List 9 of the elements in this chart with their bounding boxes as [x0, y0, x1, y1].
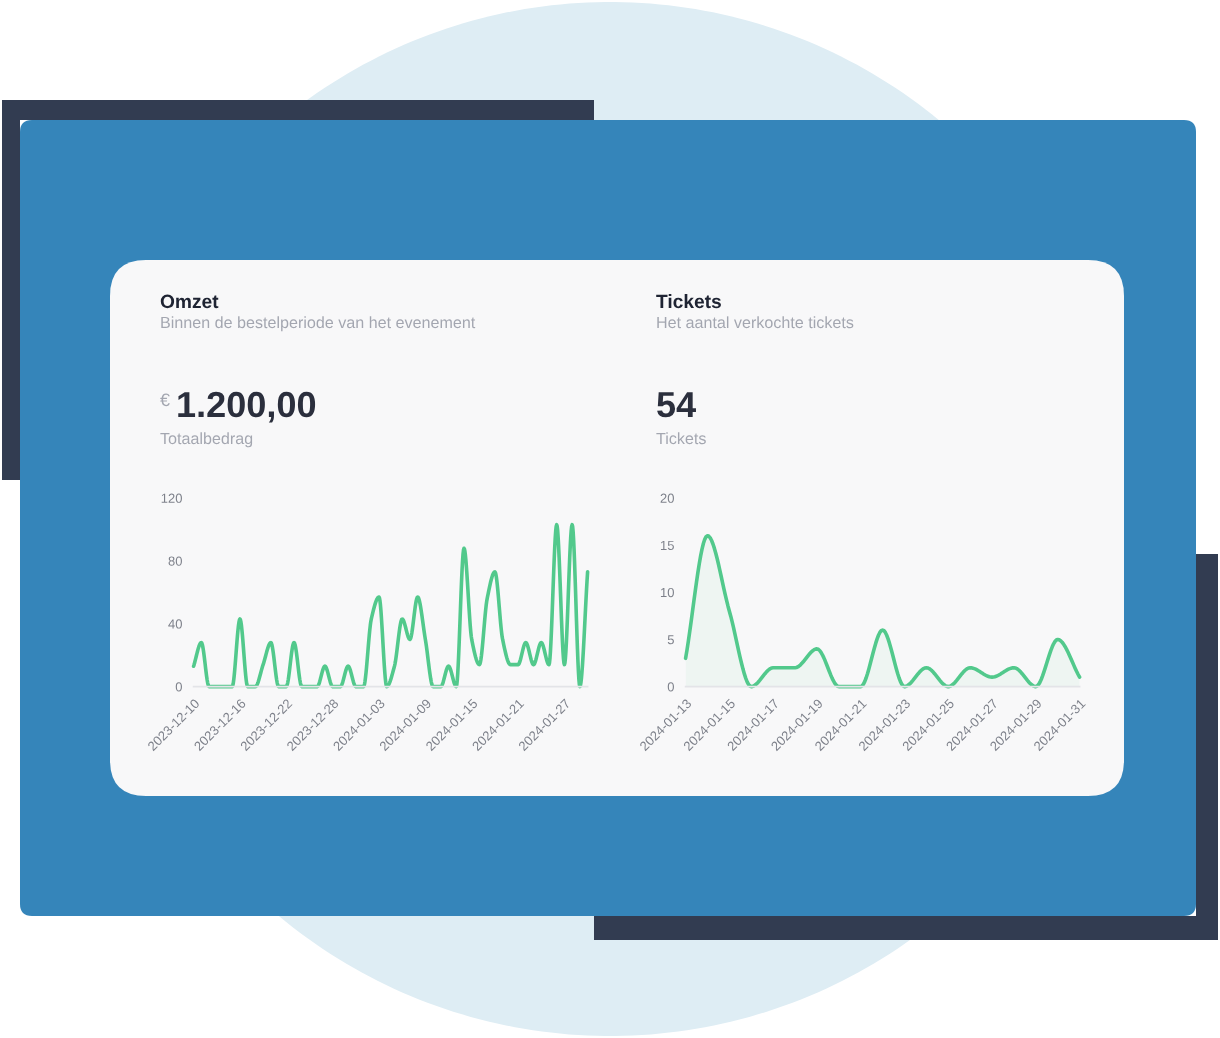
text: 1.200,00 [178, 391, 316, 423]
chart-title: Omzet [160, 294, 219, 309]
text: Tickets [656, 432, 706, 445]
chart-subtitle: Binnen de bestelperiode van het evenement [161, 316, 476, 332]
chart-subtitle: Het aantal verkochte tickets [657, 316, 854, 329]
text: € [160, 393, 170, 407]
chart-title: Tickets [656, 294, 721, 309]
text: Totaalbedrag [160, 432, 253, 448]
text: 54 [657, 392, 696, 418]
